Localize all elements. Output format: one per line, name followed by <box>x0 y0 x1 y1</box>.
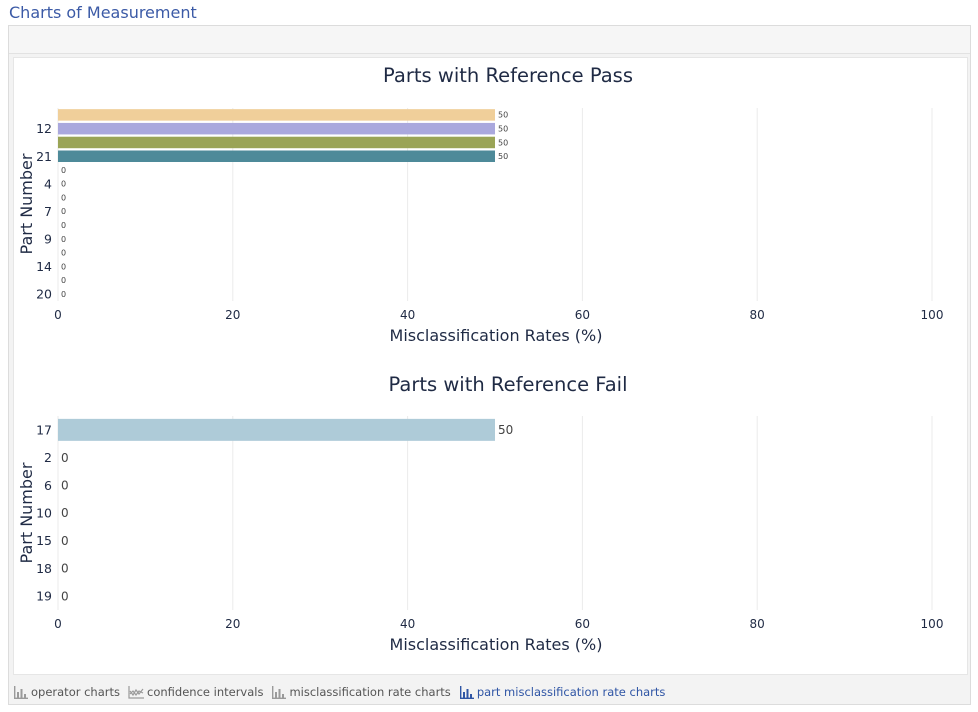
confidence-intervals-label: confidence intervals <box>147 685 264 699</box>
data-label: 0 <box>61 180 66 189</box>
y-tick-label: 4 <box>44 176 52 191</box>
y-tick-label: 6 <box>44 478 52 493</box>
x-tick-label: 60 <box>575 308 590 322</box>
y-tick-label: 7 <box>44 204 52 219</box>
y-axis-label: Part Number <box>17 153 36 254</box>
bar <box>58 122 495 135</box>
data-label: 0 <box>61 451 69 465</box>
data-label: 0 <box>61 221 66 230</box>
x-tick-label: 0 <box>54 308 62 322</box>
data-label: 0 <box>61 262 66 271</box>
data-label: 0 <box>61 534 69 548</box>
chart-title: Parts with Reference Fail <box>388 373 627 396</box>
x-tick-label: 80 <box>750 617 765 631</box>
data-label: 0 <box>61 478 69 492</box>
y-tick-label: 18 <box>36 561 52 576</box>
data-label: 0 <box>61 166 66 175</box>
data-label: 50 <box>498 152 508 161</box>
bar <box>58 136 495 149</box>
y-tick-label: 10 <box>36 506 52 521</box>
y-tick-label: 12 <box>36 121 52 136</box>
line-chart-icon <box>128 685 145 699</box>
x-tick-label: 0 <box>54 617 62 631</box>
operator-charts-link[interactable]: operator charts <box>13 685 120 699</box>
chart-area: Parts with Reference Pass 0 20 40 60 80 100 Mis… <box>13 57 968 675</box>
y-tick-label: 9 <box>44 231 52 246</box>
data-label: 0 <box>61 249 66 258</box>
y-tick-label: 15 <box>36 533 52 548</box>
y-tick-label: 20 <box>36 287 52 302</box>
data-label: 50 <box>498 138 508 147</box>
x-tick-label: 60 <box>575 617 590 631</box>
page-title: Charts of Measurement <box>9 3 197 22</box>
part-misclassification-rate-charts-link[interactable]: part misclassification rate charts <box>459 685 666 699</box>
bar <box>58 418 495 441</box>
x-tick-label: 40 <box>400 617 415 631</box>
data-label: 0 <box>61 290 66 299</box>
misclassification-rate-charts-label: misclassification rate charts <box>289 685 451 699</box>
data-label: 0 <box>61 562 69 576</box>
data-label: 0 <box>61 207 66 216</box>
data-label: 0 <box>61 193 66 202</box>
y-tick-label: 21 <box>36 149 52 164</box>
bar-chart-icon <box>14 685 28 699</box>
bar-chart-icon <box>459 685 474 699</box>
x-tick-label: 80 <box>750 308 765 322</box>
x-tick-label: 40 <box>400 308 415 322</box>
data-label: 0 <box>61 276 66 285</box>
misclassification-rate-charts-link[interactable]: misclassification rate charts <box>271 685 451 699</box>
confidence-intervals-link[interactable]: confidence intervals <box>128 685 263 699</box>
bar <box>58 150 495 162</box>
bar <box>58 109 495 121</box>
operator-charts-label: operator charts <box>31 685 121 699</box>
x-tick-label: 100 <box>921 308 944 322</box>
x-axis-label: Misclassification Rates (%) <box>390 326 603 345</box>
x-tick-label: 20 <box>225 308 240 322</box>
data-label: 0 <box>61 506 69 520</box>
chart-nav-footer: operator charts confidence intervals mis… <box>13 682 673 702</box>
x-tick-label: 20 <box>225 617 240 631</box>
y-tick-label: 19 <box>36 589 52 604</box>
data-label: 0 <box>61 235 66 244</box>
y-tick-label: 17 <box>36 422 52 437</box>
data-label: 50 <box>498 111 508 120</box>
y-tick-label: 14 <box>36 259 52 274</box>
chart-title: Parts with Reference Pass <box>383 64 633 87</box>
y-tick-label: 2 <box>44 450 52 465</box>
data-label: 50 <box>498 423 513 437</box>
data-label: 0 <box>61 589 69 603</box>
x-axis-label: Misclassification Rates (%) <box>390 635 603 654</box>
bar-chart-icon <box>272 685 287 699</box>
panel-toolbar <box>9 26 970 54</box>
data-label: 50 <box>498 124 508 133</box>
x-tick-label: 100 <box>921 617 944 631</box>
y-axis-label: Part Number <box>17 462 36 563</box>
part-misclassification-rate-charts-label: part misclassification rate charts <box>476 685 666 699</box>
